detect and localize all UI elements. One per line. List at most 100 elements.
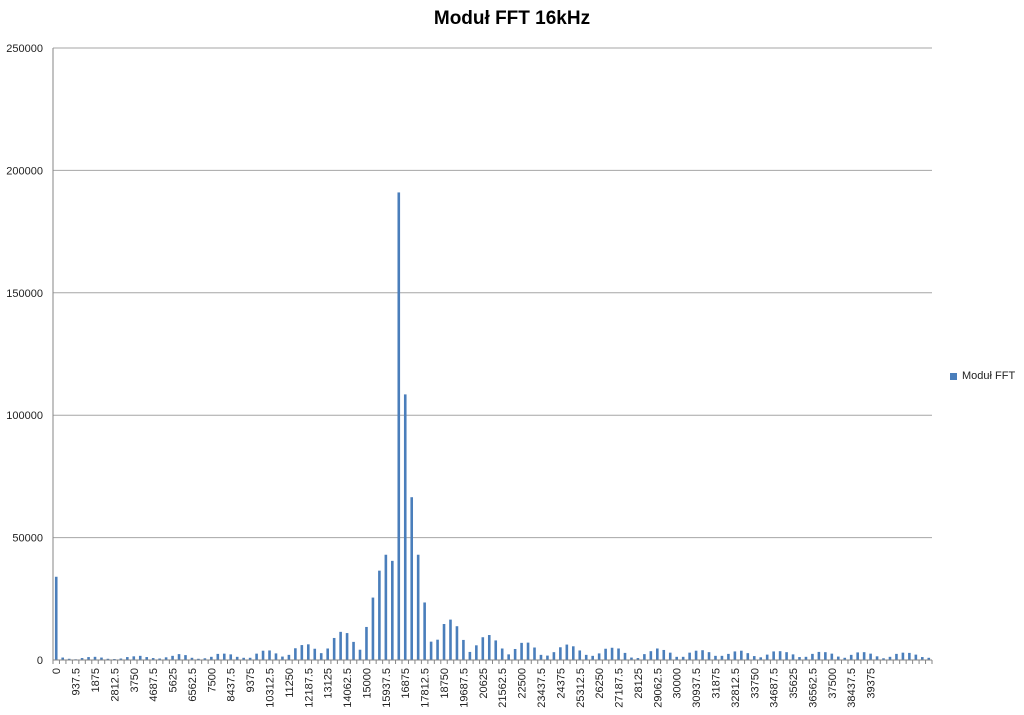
- bar: [332, 637, 336, 660]
- x-tick-label: 30937.5: [691, 668, 703, 708]
- bar: [468, 651, 472, 660]
- bar: [843, 657, 847, 660]
- x-tick-label: 33750: [749, 668, 761, 699]
- bar: [397, 192, 401, 660]
- bar: [643, 654, 646, 660]
- bar: [584, 654, 588, 660]
- bar: [203, 658, 207, 660]
- bar: [339, 631, 342, 660]
- x-tick-label: 10312.5: [265, 668, 277, 708]
- bar: [462, 639, 465, 660]
- bar: [93, 656, 97, 660]
- bar: [281, 656, 284, 660]
- bar: [675, 656, 679, 660]
- bar: [778, 651, 782, 660]
- x-tick-label: 23437.5: [536, 668, 548, 708]
- bar: [694, 650, 698, 660]
- bar: [571, 646, 575, 660]
- bar: [475, 645, 478, 660]
- x-tick-label: 1875: [90, 668, 102, 692]
- x-tick-label: 31875: [710, 668, 722, 699]
- bar: [791, 654, 795, 660]
- bar: [701, 650, 704, 660]
- bar: [927, 657, 931, 660]
- bar: [306, 644, 310, 660]
- x-tick-label: 9375: [245, 668, 257, 692]
- bar: [87, 657, 90, 660]
- bar: [888, 656, 892, 660]
- x-axis-tick-labels: 0 937.5 1875 2812.5 3750 4687.5 5625 6562.5 7500…: [51, 668, 877, 708]
- y-tick-label: 150000: [6, 288, 43, 300]
- y-axis-tick-labels: 0 50000 100000 150000 200000 250000: [6, 43, 43, 667]
- bar: [707, 652, 711, 660]
- bar: [824, 652, 827, 660]
- bar: [184, 655, 187, 660]
- bar: [449, 619, 452, 660]
- bar: [688, 652, 691, 660]
- bar: [255, 653, 258, 660]
- bar: [326, 648, 329, 660]
- bar: [100, 657, 103, 660]
- bar: [895, 653, 898, 660]
- bar: [494, 640, 498, 660]
- bar: [500, 648, 504, 660]
- bar: [358, 649, 362, 660]
- bar: [287, 654, 291, 660]
- x-tick-label: 19687.5: [458, 668, 470, 708]
- bar: [365, 626, 368, 660]
- bar: [210, 656, 213, 660]
- bar: [617, 648, 620, 660]
- bar: [151, 658, 155, 660]
- bar: [597, 653, 601, 660]
- x-tick-label: 6562.5: [187, 668, 199, 702]
- bar: [410, 497, 414, 660]
- bar: [507, 654, 510, 660]
- bar: [145, 657, 149, 660]
- x-tick-label: 11250: [284, 668, 296, 698]
- bar: [378, 570, 381, 660]
- bar: [190, 657, 194, 660]
- bar: [772, 651, 775, 660]
- x-tick-label: 35625: [788, 668, 800, 699]
- x-tick-label: 28125: [633, 668, 645, 699]
- bar: [442, 624, 446, 660]
- y-tick-label: 0: [37, 655, 43, 667]
- bar: [630, 657, 633, 660]
- bar: [513, 648, 517, 660]
- bar: [746, 653, 750, 660]
- bar: [171, 655, 174, 660]
- bar: [119, 658, 123, 660]
- bar: [197, 658, 200, 660]
- gridlines: [53, 47, 932, 539]
- x-tick-label: 30000: [672, 668, 684, 699]
- x-tick-label: 22500: [517, 668, 529, 699]
- bar: [416, 554, 420, 660]
- bar: [817, 651, 821, 660]
- bar: [533, 647, 536, 660]
- bar: [901, 652, 905, 660]
- bar: [720, 655, 724, 660]
- bar: [80, 658, 84, 660]
- bar: [158, 658, 161, 660]
- x-tick-label: 18750: [439, 668, 451, 699]
- x-tick-label: 39375: [866, 668, 878, 699]
- bar: [765, 654, 769, 660]
- bar: [229, 654, 233, 660]
- bar: [436, 639, 439, 660]
- bar: [733, 651, 737, 660]
- bar: [921, 657, 924, 660]
- bar: [681, 656, 685, 660]
- bar: [164, 657, 168, 660]
- bar: [798, 657, 801, 660]
- bar: [546, 655, 549, 660]
- bar: [559, 647, 562, 660]
- y-tick-label: 100000: [6, 410, 43, 422]
- bar: [268, 650, 271, 660]
- legend: Moduł FFT: [950, 370, 1015, 382]
- x-tick-label: 5625: [168, 668, 180, 692]
- bar: [106, 658, 110, 660]
- bar: [526, 642, 530, 660]
- x-tick-label: 26250: [594, 668, 606, 699]
- bar: [804, 656, 808, 660]
- x-tick-label: 27187.5: [614, 668, 626, 708]
